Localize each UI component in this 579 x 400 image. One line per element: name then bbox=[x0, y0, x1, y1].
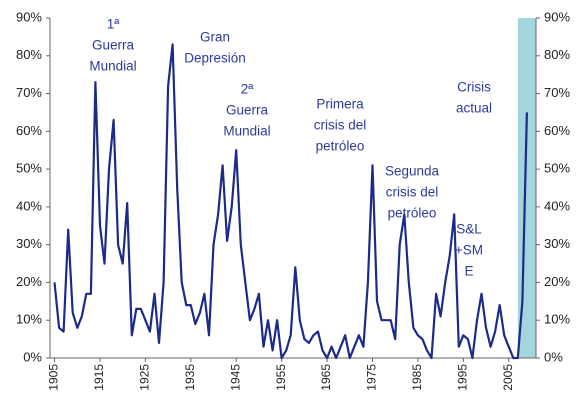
x-tick-label: 1915 bbox=[92, 364, 106, 391]
y2-tick-label: 30% bbox=[544, 236, 570, 251]
annotation: Segunda bbox=[385, 164, 440, 179]
y-tick-label: 90% bbox=[16, 9, 42, 24]
annotation: Guerra bbox=[92, 38, 135, 53]
y-tick-label: 70% bbox=[16, 85, 42, 100]
x-tick-label: 1965 bbox=[319, 364, 333, 391]
annotation: Crisis bbox=[457, 80, 491, 95]
x-tick-label: 1985 bbox=[410, 364, 424, 391]
annotation: +SM bbox=[455, 243, 483, 258]
y2-tick-label: 80% bbox=[544, 47, 570, 62]
y-tick-label: 10% bbox=[16, 312, 42, 327]
y-tick-label: 40% bbox=[16, 198, 42, 213]
x-tick-label: 1975 bbox=[365, 364, 379, 391]
y-tick-label: 20% bbox=[16, 274, 42, 289]
annotation: petróleo bbox=[316, 139, 365, 154]
x-tick-label: 1945 bbox=[228, 364, 242, 391]
y2-tick-label: 40% bbox=[544, 198, 570, 213]
annotation: actual bbox=[456, 101, 492, 116]
x-tick-label: 1935 bbox=[183, 364, 197, 391]
annotation: S&L bbox=[456, 222, 482, 237]
y2-tick-label: 60% bbox=[544, 123, 570, 138]
annotation: E bbox=[464, 264, 473, 279]
annotation: Mundial bbox=[89, 59, 136, 74]
annotation: petróleo bbox=[388, 206, 437, 221]
x-tick-label: 1955 bbox=[274, 364, 288, 391]
x-tick-label: 1905 bbox=[47, 364, 61, 391]
y-tick-label: 0% bbox=[23, 349, 42, 364]
y-tick-label: 80% bbox=[16, 47, 42, 62]
annotation: Depresión bbox=[184, 51, 246, 66]
y-tick-label: 30% bbox=[16, 236, 42, 251]
annotation: Guerra bbox=[226, 103, 269, 118]
data-line bbox=[53, 43, 528, 360]
y-tick-label: 60% bbox=[16, 123, 42, 138]
y-tick-label: 50% bbox=[16, 161, 42, 176]
annotation: 1ª bbox=[107, 17, 121, 32]
y2-tick-label: 70% bbox=[544, 85, 570, 100]
highlight-band bbox=[517, 18, 536, 358]
x-tick-label: 1995 bbox=[455, 364, 469, 391]
y2-tick-label: 90% bbox=[544, 9, 570, 24]
y2-tick-label: 0% bbox=[544, 349, 563, 364]
annotation: Mundial bbox=[223, 124, 270, 139]
annotation: 2ª bbox=[241, 82, 255, 97]
annotation: crisis del bbox=[386, 185, 439, 200]
y2-tick-label: 20% bbox=[544, 274, 570, 289]
x-tick-label: 2005 bbox=[501, 364, 515, 391]
annotation: Primera bbox=[316, 97, 364, 112]
annotation: crisis del bbox=[314, 118, 367, 133]
x-tick-label: 1925 bbox=[138, 364, 152, 391]
y2-tick-label: 10% bbox=[544, 312, 570, 327]
annotation: Gran bbox=[200, 30, 230, 45]
y2-tick-label: 50% bbox=[544, 161, 570, 176]
